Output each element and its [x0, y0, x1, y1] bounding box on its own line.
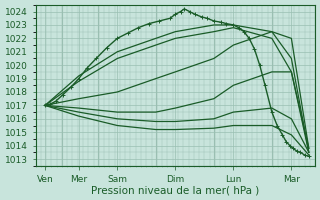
X-axis label: Pression niveau de la mer( hPa ): Pression niveau de la mer( hPa ) — [91, 185, 260, 195]
